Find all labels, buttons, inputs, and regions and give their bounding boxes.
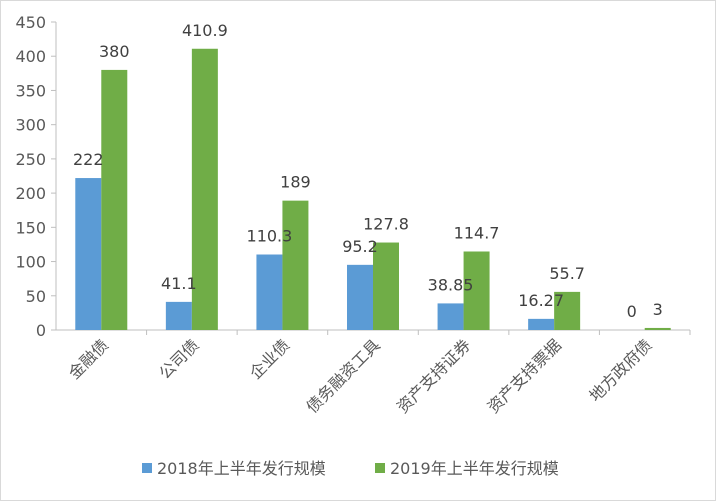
bar-2019 [554, 291, 581, 330]
category-label: 金融债 [65, 335, 112, 382]
category-label: 资产支持证券 [393, 335, 474, 416]
bar-2018 [165, 301, 192, 330]
category-labels: 金融债 公司债 企业债 债务融资工具 资产支持证券 资产支持票据 地方政府债 [65, 330, 691, 417]
y-tick-label: 350 [15, 81, 46, 100]
data-label: 222 [73, 150, 104, 169]
y-tick-label: 0 [36, 321, 46, 340]
bar-2019 [101, 69, 128, 331]
bar-2019 [282, 200, 309, 330]
bar-2018 [347, 264, 373, 330]
data-label: 189 [280, 173, 311, 192]
y-tick-label: 250 [15, 150, 46, 169]
category-label: 公司债 [155, 335, 202, 382]
y-axis-ticks: 0 50 100 150 200 250 300 350 400 450 [15, 13, 56, 340]
data-label: 95.2 [342, 237, 378, 256]
bar-2018 [528, 318, 555, 330]
data-label: 127.8 [363, 215, 409, 234]
legend: 2018年上半年发行规模 2019年上半年发行规模 [142, 459, 559, 478]
data-label: 0 [627, 302, 637, 321]
data-label: 114.7 [454, 223, 500, 242]
data-label: 55.7 [549, 264, 585, 283]
data-label: 3 [653, 300, 663, 319]
bar-2019 [644, 327, 671, 330]
legend-swatch-2018 [142, 463, 152, 473]
data-label: 110.3 [247, 227, 293, 246]
bar-2019 [373, 242, 399, 330]
bars [75, 48, 671, 331]
data-label: 38.85 [428, 275, 474, 294]
data-label: 380 [99, 42, 130, 61]
y-tick-label: 100 [15, 253, 46, 272]
bar-2018 [75, 178, 102, 330]
y-tick-label: 450 [15, 13, 46, 32]
y-tick-label: 400 [15, 47, 46, 66]
bar-2018 [256, 254, 283, 330]
legend-label-2018: 2018年上半年发行规模 [157, 459, 326, 478]
y-tick-label: 50 [26, 287, 46, 306]
bar-2019 [191, 48, 218, 330]
category-label: 企业债 [246, 335, 293, 382]
bar-2018 [437, 303, 464, 330]
category-label: 资产支持票据 [484, 335, 565, 416]
category-label: 地方政府债 [586, 335, 656, 405]
y-tick-label: 300 [15, 116, 46, 135]
y-tick-label: 150 [15, 218, 46, 237]
data-label: 16.27 [518, 291, 564, 310]
data-labels: 222 380 41.1 410.9 110.3 189 95.2 127.8 38.85 114… [73, 21, 663, 321]
data-label: 41.1 [161, 274, 197, 293]
y-tick-label: 200 [15, 184, 46, 203]
data-label: 410.9 [182, 21, 228, 40]
category-label: 债务融资工具 [303, 335, 384, 416]
bar-2019 [463, 251, 490, 330]
legend-label-2019: 2019年上半年发行规模 [390, 459, 559, 478]
legend-swatch-2019 [375, 463, 385, 473]
